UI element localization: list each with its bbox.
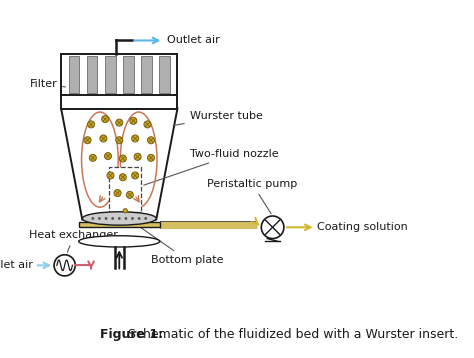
Circle shape xyxy=(147,154,155,161)
Circle shape xyxy=(107,172,114,179)
Circle shape xyxy=(118,217,121,220)
Bar xyxy=(141,56,152,93)
Circle shape xyxy=(138,217,140,220)
Text: Two-fluid nozzle: Two-fluid nozzle xyxy=(144,149,278,185)
Circle shape xyxy=(130,117,137,124)
Bar xyxy=(87,56,97,93)
Text: Coating solution: Coating solution xyxy=(318,222,408,232)
Text: Inlet air: Inlet air xyxy=(0,260,33,270)
Bar xyxy=(69,56,79,93)
Circle shape xyxy=(98,217,101,220)
Circle shape xyxy=(114,190,121,197)
Circle shape xyxy=(144,217,147,220)
Text: Wurster tube: Wurster tube xyxy=(173,111,263,126)
Circle shape xyxy=(105,217,108,220)
Circle shape xyxy=(88,121,95,128)
Text: Outlet air: Outlet air xyxy=(167,35,219,45)
Bar xyxy=(109,167,141,213)
Circle shape xyxy=(127,191,133,198)
Circle shape xyxy=(132,135,139,142)
Circle shape xyxy=(91,217,94,220)
Text: Figure 1:: Figure 1: xyxy=(100,328,163,340)
Ellipse shape xyxy=(82,212,156,225)
Text: Heat exchanger: Heat exchanger xyxy=(29,231,118,252)
Bar xyxy=(105,56,116,93)
Text: Filter: Filter xyxy=(29,79,65,89)
Circle shape xyxy=(144,121,151,128)
Circle shape xyxy=(147,137,155,144)
Circle shape xyxy=(125,217,128,220)
Circle shape xyxy=(119,174,127,181)
Text: Bottom plate: Bottom plate xyxy=(139,226,224,265)
Text: Schematic of the fluidized bed with a Wurster insert.: Schematic of the fluidized bed with a Wu… xyxy=(124,328,458,340)
Circle shape xyxy=(116,137,123,144)
Circle shape xyxy=(100,135,107,142)
Circle shape xyxy=(89,154,96,161)
Circle shape xyxy=(101,116,109,122)
Circle shape xyxy=(134,153,141,160)
Bar xyxy=(123,56,134,93)
Circle shape xyxy=(131,217,134,220)
Text: Peristaltic pump: Peristaltic pump xyxy=(208,179,298,214)
Bar xyxy=(159,56,170,93)
Circle shape xyxy=(111,217,114,220)
Circle shape xyxy=(116,119,123,126)
Ellipse shape xyxy=(79,236,160,247)
Circle shape xyxy=(84,137,91,144)
Bar xyxy=(61,54,177,108)
Circle shape xyxy=(119,155,127,162)
Circle shape xyxy=(123,209,128,213)
Circle shape xyxy=(104,153,111,160)
Bar xyxy=(79,222,160,227)
Circle shape xyxy=(132,172,139,179)
